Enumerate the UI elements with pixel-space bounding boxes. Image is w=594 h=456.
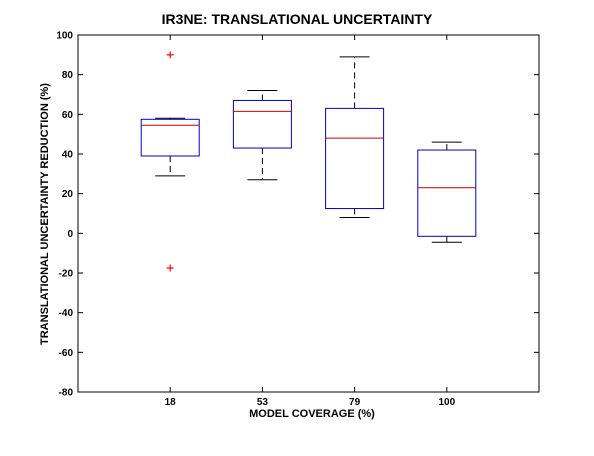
plot-area	[77, 34, 540, 393]
y-tick-label: 80	[62, 70, 74, 81]
box-iqr	[232, 99, 292, 149]
x-tick-label: 100	[438, 397, 455, 408]
y-tick-label: 20	[62, 189, 74, 200]
x-tick-label: 79	[349, 397, 361, 408]
x-axis-label: MODEL COVERAGE (%)	[249, 408, 375, 420]
y-tick-label: -20	[59, 269, 74, 280]
y-tick-label: 60	[62, 110, 74, 121]
box-iqr	[140, 118, 200, 157]
y-tick-label: -80	[59, 388, 74, 399]
boxes	[140, 51, 477, 272]
outlier-marker	[166, 51, 174, 59]
y-tick-label: -40	[59, 308, 74, 319]
chart-title: IR3NE: TRANSLATIONAL UNCERTAINTY	[162, 11, 433, 27]
y-tick-label: 0	[67, 229, 73, 240]
y-tick-label: 100	[56, 31, 73, 42]
x-tick-label: 53	[257, 397, 269, 408]
y-tick-label: -60	[59, 348, 74, 359]
axis-ticks: -80 -60 -40 -20 0 20 40 60 80 100 18 53 79 100	[56, 31, 539, 408]
y-tick-label: 40	[62, 150, 74, 161]
y-axis-label: TRANSLATIONAL UNCERTAINTY REDUCTION (%)	[39, 83, 51, 345]
outlier-marker	[166, 264, 174, 272]
box-iqr	[417, 149, 477, 237]
x-tick-label: 18	[165, 397, 177, 408]
box-iqr	[325, 107, 385, 210]
